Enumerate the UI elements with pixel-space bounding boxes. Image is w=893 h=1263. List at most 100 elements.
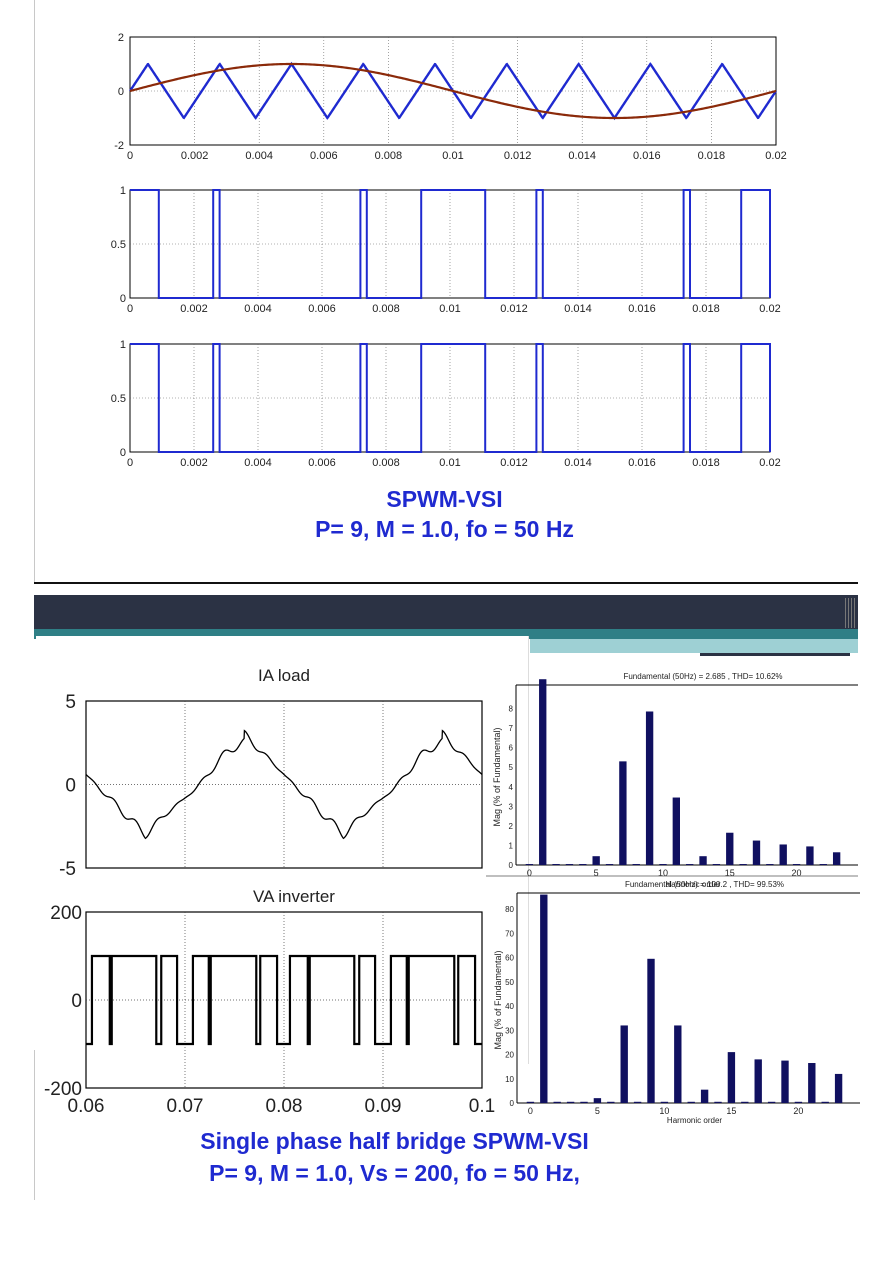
x-tick-label: 0.06 bbox=[68, 1096, 105, 1117]
x-tick-label: 0.016 bbox=[633, 150, 661, 162]
x-tick-label: 0.07 bbox=[167, 1096, 204, 1117]
y-tick-label: 8 bbox=[509, 705, 514, 714]
x-tick-label: 0.004 bbox=[245, 150, 273, 162]
fft-bar bbox=[580, 1101, 588, 1103]
fft-bar bbox=[539, 679, 547, 865]
fft-bar bbox=[540, 894, 548, 1103]
section-divider bbox=[34, 582, 858, 584]
y-tick-label: 0 bbox=[65, 776, 76, 797]
y-tick-label: -5 bbox=[59, 859, 76, 880]
fft-bar bbox=[659, 864, 667, 865]
y-tick-label: 50 bbox=[505, 978, 514, 987]
x-tick-label: 0.014 bbox=[564, 457, 592, 469]
x-tick-label: 0.002 bbox=[180, 303, 208, 315]
x-tick-label: 0.09 bbox=[365, 1096, 402, 1117]
fft-bar bbox=[592, 856, 600, 865]
fft-bar bbox=[712, 864, 721, 865]
x-tick-label: 0.01 bbox=[442, 150, 463, 162]
y-tick-label: 4 bbox=[509, 783, 514, 792]
y-tick-label: 5 bbox=[509, 763, 514, 772]
fft-bar bbox=[726, 832, 734, 865]
fft-bar bbox=[714, 1101, 722, 1103]
y-tick-label: 20 bbox=[505, 1051, 514, 1060]
x-tick-label: 0.02 bbox=[759, 457, 780, 469]
y-tick-label: 0 bbox=[118, 86, 124, 98]
y-tick-label: 0 bbox=[71, 991, 82, 1012]
pulse-series bbox=[130, 343, 771, 453]
y-tick-label: -2 bbox=[114, 140, 124, 152]
y-tick-label: 40 bbox=[505, 1002, 514, 1011]
fft-bar bbox=[674, 1025, 682, 1103]
x-tick-label: 0.006 bbox=[308, 303, 336, 315]
x-tick-label: 0.018 bbox=[692, 303, 720, 315]
x-tick-label: 10 bbox=[658, 868, 668, 878]
y-tick-label: 0.5 bbox=[111, 393, 126, 405]
x-tick-label: 0.018 bbox=[692, 457, 720, 469]
chart-title: VA inverter bbox=[253, 887, 335, 906]
y-axis-label: Mag (% of Fundamental) bbox=[493, 950, 503, 1049]
pulse-series bbox=[130, 189, 771, 299]
y-tick-label: 6 bbox=[509, 744, 514, 753]
fft-bar bbox=[660, 1101, 669, 1103]
x-tick-label: 0.01 bbox=[439, 457, 460, 469]
x-tick-label: 0.008 bbox=[372, 303, 400, 315]
fft-current-chart: Fundamental (50Hz) = 2.685 , THD= 10.62%… bbox=[486, 672, 858, 889]
fft-bar bbox=[739, 864, 747, 865]
y-tick-label: 0 bbox=[120, 293, 126, 305]
slide-banner-line bbox=[700, 653, 850, 656]
fft-bar bbox=[794, 1101, 803, 1103]
x-tick-label: 10 bbox=[659, 1106, 669, 1116]
va-inverter-series bbox=[86, 954, 482, 1046]
x-tick-label: 0 bbox=[127, 457, 133, 469]
fft-bar bbox=[806, 846, 814, 865]
fft-bar bbox=[632, 864, 640, 865]
carrier-reference-chart: 0 0.002 0.004 0.006 0.008 0.01 0.012 0.014 0.016… bbox=[114, 32, 786, 162]
x-tick-label: 0.02 bbox=[765, 150, 786, 162]
chart-title: IA load bbox=[258, 666, 310, 685]
x-tick-label: 0.016 bbox=[628, 303, 656, 315]
x-tick-label: 0.018 bbox=[698, 150, 726, 162]
fft-bar bbox=[607, 1101, 615, 1103]
left-margin-rule bbox=[34, 0, 35, 582]
ia-load-series bbox=[85, 729, 483, 840]
x-tick-label: 15 bbox=[726, 1106, 736, 1116]
x-tick-label: 5 bbox=[595, 1106, 600, 1116]
x-tick-label: 0.016 bbox=[628, 457, 656, 469]
fft-title: Fundamental (50Hz) = 100.2 , THD= 99.53% bbox=[625, 880, 784, 889]
x-tick-label: 20 bbox=[793, 1106, 803, 1116]
fft-bar bbox=[834, 1073, 843, 1103]
x-tick-label: 0.002 bbox=[180, 457, 208, 469]
x-tick-label: 0.004 bbox=[244, 303, 272, 315]
x-tick-label: 0.008 bbox=[375, 150, 403, 162]
y-tick-label: 30 bbox=[505, 1026, 514, 1035]
gate-pulse-chart-1: 0 0.002 0.004 0.006 0.008 0.01 0.012 0.014 0.016… bbox=[111, 185, 781, 315]
y-tick-label: 0 bbox=[509, 861, 514, 870]
x-tick-label: 0.014 bbox=[564, 303, 592, 315]
x-tick-label: 0.008 bbox=[372, 457, 400, 469]
x-tick-label: 0 bbox=[527, 868, 532, 878]
fft-title: Fundamental (50Hz) = 2.685 , THD= 10.62% bbox=[623, 672, 782, 681]
slide-banner-accent bbox=[530, 639, 858, 653]
y-axis-label: Mag (% of Fundamental) bbox=[492, 727, 502, 826]
x-tick-label: 0.014 bbox=[568, 150, 596, 162]
slide-banner-teal bbox=[34, 629, 858, 639]
reference-series bbox=[129, 62, 777, 120]
slide-banner-dark bbox=[34, 595, 858, 629]
gate-pulse-chart-2: 0 0.002 0.004 0.006 0.008 0.01 0.012 0.014 0.016… bbox=[111, 339, 781, 469]
fft-bar bbox=[767, 1101, 776, 1103]
fft-bar bbox=[781, 1060, 789, 1103]
fft-bar bbox=[579, 864, 587, 865]
y-tick-label: 80 bbox=[505, 905, 514, 914]
fft-bar bbox=[566, 1101, 575, 1103]
fft-bar bbox=[619, 761, 627, 865]
y-tick-label: 5 bbox=[65, 692, 76, 713]
x-tick-label: 0.004 bbox=[244, 457, 272, 469]
x-tick-label: 0.012 bbox=[500, 303, 528, 315]
x-tick-label: 20 bbox=[792, 868, 802, 878]
fft-bar bbox=[754, 1059, 762, 1103]
fft-bar bbox=[727, 1052, 736, 1103]
x-axis-label: Harmonic order bbox=[667, 1116, 722, 1125]
y-tick-label: 70 bbox=[505, 929, 514, 938]
x-tick-label: 0.01 bbox=[439, 303, 460, 315]
